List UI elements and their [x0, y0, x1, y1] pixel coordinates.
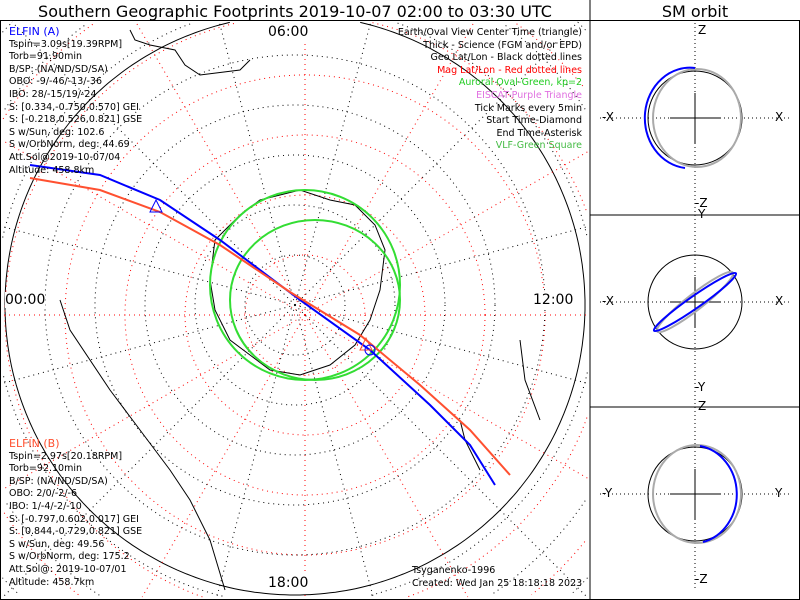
elfin-a-sm-orbit [699, 445, 738, 543]
time-label-bottom: 18:00 [268, 575, 309, 591]
elfin-b-line: OBO: 2/0/-2/-6 [9, 488, 77, 500]
elfin-a-line: B/SP: (NA/ND/SD/SA) [9, 63, 108, 75]
elfin-b-triangle [359, 336, 373, 351]
elfin-a-line: S w/Sun, deg: 102.6 [9, 126, 105, 138]
model-credit: Tsyganenko-1996 [412, 565, 496, 576]
time-label-top: 06:00 [268, 24, 309, 40]
geo-lon-line [294, 21, 579, 306]
legend-item: Tick Marks every 5min [474, 102, 582, 114]
mag-lon-line [135, 21, 306, 316]
elfin-a-name: ELFIN (A) [9, 25, 60, 38]
sm-axis-label-right: Y [775, 486, 783, 500]
time-label-right: 12:00 [533, 292, 574, 308]
coastline [59, 29, 541, 591]
mag-lon-line [304, 151, 589, 316]
sm-axis-label-left: -X [602, 294, 614, 308]
elfin-b-sm-orbit [652, 444, 742, 544]
legend-item: VLF-Green Square [495, 140, 582, 152]
elfin-a-line: OBO: -9/-46/-13/-36 [9, 76, 102, 88]
geo-lon-line [218, 21, 296, 306]
elfin-a-line: Altitude: 458.8km [9, 164, 95, 176]
geo-lon-line [294, 304, 374, 598]
sm-axis-label-bottom: -Y [695, 380, 706, 394]
elfin-a-info: ELFIN (A) Tspin=3.09s[19.39RPM] Torb=91.9… [9, 25, 143, 177]
view-center-marker [364, 344, 376, 356]
created-timestamp: Created: Wed Jan 25 18:18:18 2023 [412, 578, 583, 589]
antarctica-coastline [209, 189, 386, 376]
elfin-a-line: Att.Sol@2019-10-07/04 [9, 151, 121, 163]
geo-lat-line [144, 154, 446, 456]
elfin-a-line: Tspin=3.09s[19.39RPM] [9, 38, 123, 50]
plot-title: Southern Geographic Footprints 2019-10-0… [38, 2, 552, 21]
sm-axis-label-bottom: -Z [695, 572, 708, 586]
map-boundary-circle [4, 21, 586, 596]
mag-lat-line [184, 194, 426, 436]
elfin-b-line: Torb=92.10min [9, 463, 83, 475]
sm-orbit-title: SM orbit [661, 2, 729, 21]
elfin-a-sm-orbit [652, 271, 738, 333]
mag-lon-line [304, 314, 589, 479]
elfin-b-track [29, 177, 511, 476]
geo-lon-line [1, 304, 296, 384]
elfin-a-track [29, 164, 496, 486]
elfin-b-name: ELFIN (B) [9, 437, 60, 450]
sm-axis-label-top: Y [698, 207, 706, 221]
elfin-b-line: S w/Sun, deg: 49.56 [9, 538, 105, 550]
geo-lon-line [216, 304, 296, 598]
legend-item: Mag Lat/Lon - Red dotted lines [437, 64, 582, 76]
legend-item: Earth/Oval View Center Time (triangle) [397, 27, 582, 38]
sm-axis-label-right: X [775, 110, 784, 124]
geo-lon-line [1, 226, 296, 306]
legend-item: Geo Lat/Lon - Black dotted lines [430, 52, 582, 64]
sm-axis-label-right: X [775, 294, 784, 308]
legend: Earth/Oval View Center Time (triangle) Th… [398, 27, 582, 153]
sm-axis-label-left: -Y [602, 486, 613, 500]
elfin-b-line: S: [0.844,-0.729,0.821] GSE [9, 526, 143, 538]
elfin-a-triangle [149, 198, 163, 213]
elfin-a-line: Torb=91.90min [9, 51, 83, 63]
elfin-b-line: IBO: 1/-4/-2/-10 [9, 500, 82, 512]
elfin-a-line: S: [-0.218,0.526,0.821] GSE [9, 114, 143, 126]
sm-axis-label-top: Z [698, 23, 707, 37]
geo-lon-line [294, 226, 589, 306]
legend-item: End Time-Asterisk [496, 127, 582, 139]
elfin-a-line: IBO: 28/-15/19/-24 [9, 88, 97, 100]
geo-lon-line [294, 21, 372, 306]
time-label-left: 00:00 [5, 292, 46, 308]
legend-item: Thick - Science (FGM and/or EPD) [423, 39, 582, 51]
elfin-b-line: Tspin=2.97s[20.18RPM] [9, 450, 123, 462]
legend-item: EISCAT-Purple Triangle [476, 89, 582, 101]
legend-item: Auroral Oval-Green, kp=2 [458, 77, 582, 89]
elfin-b-line: Altitude: 458.7km [9, 576, 95, 588]
elfin-a-sm-orbit [643, 66, 696, 169]
geo-lon-line [294, 304, 588, 598]
elfin-a-line: S: [0.334,-0.750,0.570] GEI [9, 101, 139, 113]
elfin-b-sm-orbit [652, 68, 742, 168]
sm-axis-label-left: -X [602, 110, 614, 124]
mag-lon-line [141, 314, 306, 598]
mag-lat-line [4, 22, 588, 598]
geo-lon-line [11, 21, 296, 306]
elfin-b-line: B/SP: (NA/ND/SD/SA) [9, 475, 108, 487]
sm-earth-circle [647, 254, 743, 350]
sm-axis-label-top: Z [698, 399, 707, 413]
elfin-b-line: Att.Sol@: 2019-10-07/01 [9, 563, 127, 575]
sm-axis-label-bottom: -Z [695, 196, 708, 210]
elfin-b-line: S w/OrbNorm, deg: 175.2 [9, 551, 130, 563]
legend-item: Start Time-Diamond [486, 115, 582, 127]
elfin-b-line: S: [-0.797,0.602,0.017] GEI [9, 513, 139, 525]
elfin-b-info: ELFIN (B) Tspin=2.97s[20.18RPM] Torb=92.1… [9, 437, 143, 589]
geo-lon-line [294, 304, 589, 384]
geo-lat-line [2, 21, 588, 594]
elfin-a-line: S w/OrbNorm, deg: 44.69 [9, 139, 130, 151]
auroral-oval-inner [229, 219, 401, 381]
